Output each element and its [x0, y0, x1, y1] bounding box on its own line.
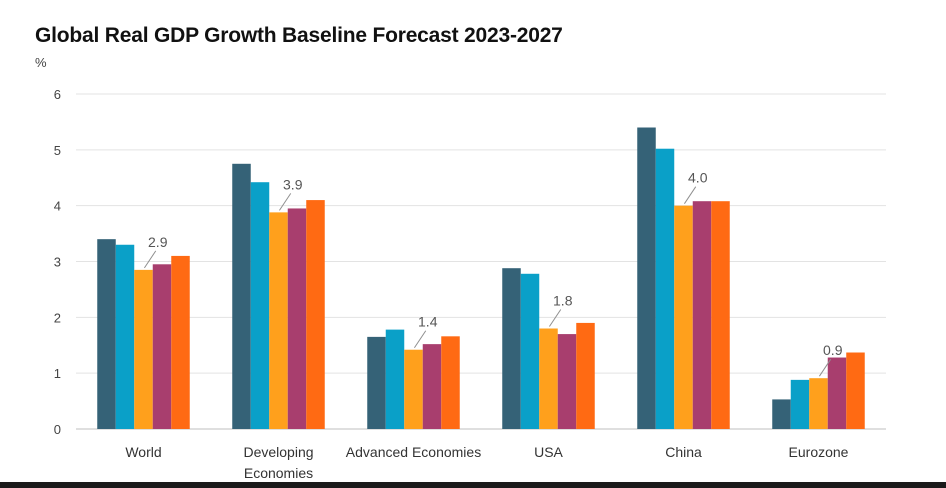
data-label: 4.0	[688, 170, 708, 186]
bar-2024	[520, 273, 540, 429]
bar-2023	[232, 163, 251, 429]
bar-2027	[576, 322, 595, 429]
bar-2025	[809, 378, 828, 429]
chart-title: Global Real GDP Growth Baseline Forecast…	[35, 24, 563, 47]
x-category-label: Advanced Economies	[346, 444, 481, 460]
bar-2025	[404, 349, 423, 429]
y-tick-label: 5	[54, 143, 61, 158]
x-category-label: China	[665, 444, 702, 460]
bar-2026	[152, 264, 172, 429]
annotation-leader-line	[144, 250, 157, 269]
data-label: 1.4	[418, 314, 438, 330]
y-tick-label: 2	[54, 310, 61, 325]
bar-2024	[115, 244, 135, 429]
bar-2027	[711, 201, 730, 429]
bar-2027	[306, 200, 325, 429]
x-category-label: World	[125, 444, 161, 460]
x-category-label: Developing	[243, 444, 313, 460]
annotation-leader-line	[414, 330, 427, 348]
bar-2024	[385, 329, 405, 429]
y-tick-label: 6	[54, 87, 61, 102]
bar-2024	[655, 148, 675, 429]
bar-2024	[790, 379, 810, 429]
bar-2025	[539, 328, 558, 429]
bar-2026	[422, 344, 442, 429]
bar-2027	[846, 352, 865, 429]
bar-2026	[692, 201, 712, 429]
x-category-label: Economies	[244, 465, 313, 481]
bar-2023	[772, 399, 791, 429]
annotation-leader-line	[279, 193, 292, 211]
y-tick-label: 4	[54, 199, 61, 214]
annotation-leader-line	[819, 358, 832, 377]
bar-2025	[269, 212, 288, 429]
bar-2023	[502, 268, 521, 429]
data-label: 0.9	[823, 342, 843, 358]
annotation-leader-line	[684, 186, 697, 204]
y-tick-label: 1	[54, 366, 61, 381]
data-label: 3.9	[283, 176, 303, 192]
bar-2023	[637, 127, 656, 429]
bar-2025	[134, 269, 153, 429]
bar-2026	[557, 334, 577, 429]
data-label: 1.8	[553, 293, 573, 309]
bar-2023	[367, 336, 386, 429]
x-category-label: Eurozone	[789, 444, 849, 460]
y-axis-unit-label: %	[35, 55, 47, 70]
y-tick-label: 3	[54, 255, 61, 270]
bar-2027	[171, 255, 190, 429]
annotation-leader-line	[549, 309, 562, 327]
bottom-edge-bar	[0, 482, 946, 488]
bar-2024	[250, 182, 270, 429]
bar-2026	[827, 357, 847, 429]
bar-2025	[674, 205, 693, 429]
bar-2023	[97, 239, 116, 429]
x-category-label: USA	[534, 444, 563, 460]
y-tick-label: 0	[54, 422, 61, 437]
data-label: 2.9	[148, 234, 168, 250]
bar-2027	[441, 336, 460, 429]
bar-2026	[287, 208, 307, 429]
